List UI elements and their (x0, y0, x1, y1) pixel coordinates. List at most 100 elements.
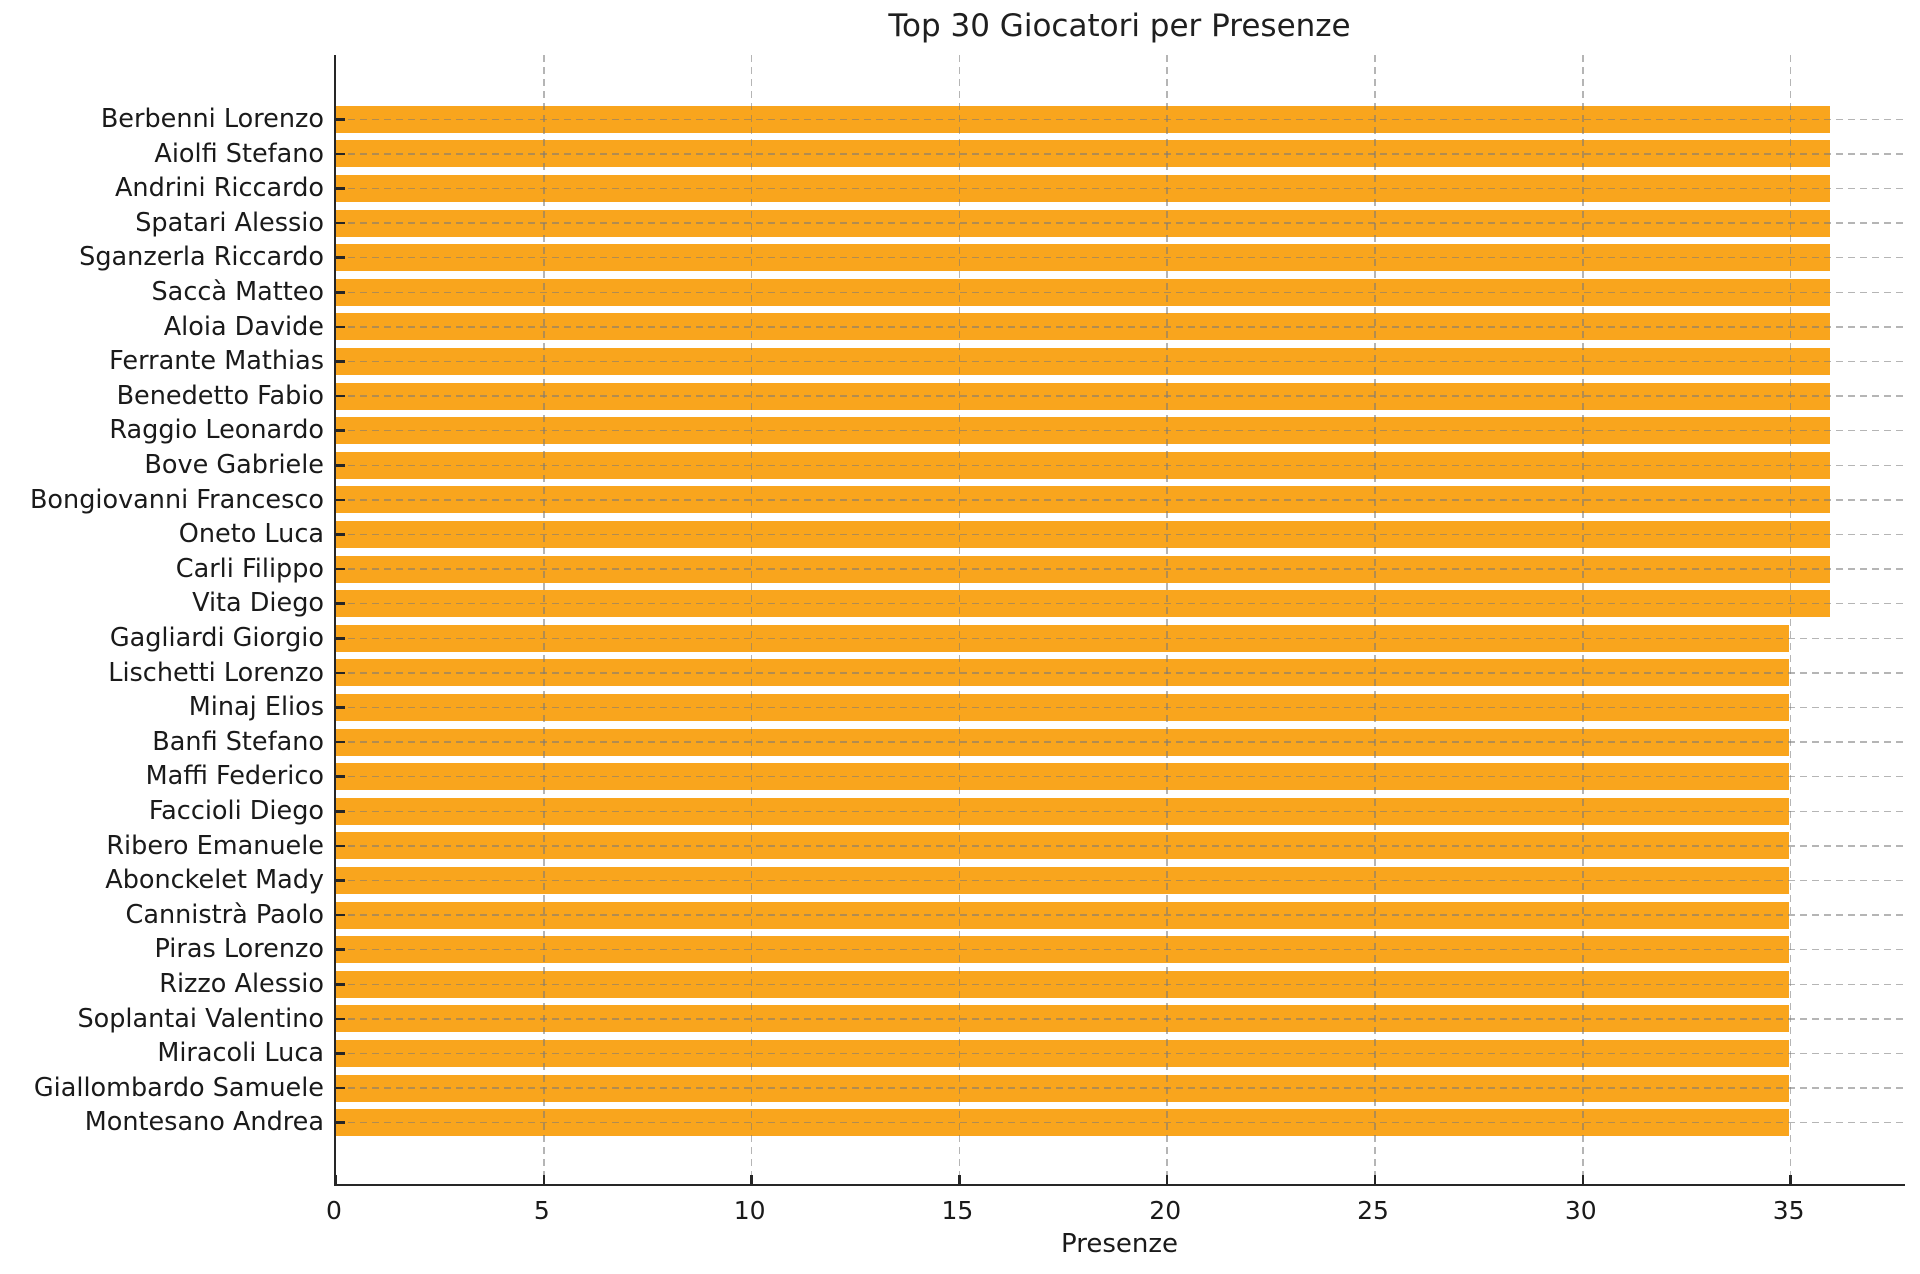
y-tick-label: Banfi Stefano (152, 726, 324, 757)
v-gridline (1789, 55, 1792, 1184)
y-tick-label: Aloia Davide (163, 311, 324, 342)
y-tick (336, 913, 345, 917)
h-gridline (336, 256, 1905, 259)
y-tick-label: Benedetto Fabio (116, 380, 324, 411)
x-tick (334, 1175, 338, 1184)
h-gridline (336, 464, 1905, 467)
x-tick-label: 0 (326, 1196, 342, 1225)
y-tick (336, 464, 345, 467)
y-tick (336, 498, 345, 502)
h-gridline (336, 775, 1905, 778)
h-gridline (336, 914, 1905, 916)
y-tick-label: Raggio Leonardo (109, 415, 324, 446)
h-gridline (336, 291, 1905, 294)
h-gridline (336, 222, 1905, 224)
h-gridline (336, 706, 1905, 709)
y-tick-label: Montesano Andrea (84, 1107, 324, 1138)
h-gridline (336, 118, 1905, 121)
h-gridline (336, 637, 1905, 640)
y-tick (336, 775, 345, 778)
y-tick (336, 533, 345, 536)
y-tick (336, 221, 345, 225)
h-gridline (336, 326, 1905, 328)
h-gridline (336, 1121, 1905, 1124)
v-gridline (1166, 55, 1168, 1184)
y-tick-label: Vita Diego (192, 588, 324, 619)
y-tick (336, 844, 345, 848)
v-gridline (1582, 55, 1584, 1184)
h-gridline (336, 499, 1905, 501)
x-tick-label: 5 (533, 1196, 550, 1225)
v-gridline (750, 55, 753, 1184)
y-tick (336, 256, 345, 259)
y-tick (336, 429, 345, 432)
v-gridline (543, 55, 545, 1184)
y-tick (336, 325, 345, 329)
y-tick-label: Piras Lorenzo (154, 934, 324, 965)
y-tick (336, 602, 345, 605)
h-gridline (336, 948, 1905, 951)
h-gridline (336, 1018, 1905, 1020)
y-tick (336, 1121, 345, 1124)
y-tick-label: Andrini Riccardo (114, 173, 324, 204)
x-tick (1581, 1175, 1585, 1184)
x-tick-label: 25 (1357, 1196, 1389, 1225)
y-tick (336, 1052, 345, 1055)
y-tick (336, 1017, 345, 1021)
x-tick-label: 35 (1772, 1196, 1805, 1225)
y-tick-label: Giallombardo Samuele (33, 1072, 324, 1103)
y-tick (336, 187, 345, 190)
x-tick (750, 1175, 753, 1184)
y-tick-label: Rizzo Alessio (159, 969, 324, 999)
h-gridline (336, 810, 1905, 813)
h-gridline (336, 741, 1905, 743)
y-tick (336, 637, 345, 640)
x-tick (542, 1175, 546, 1184)
y-tick (336, 740, 345, 744)
chart-title: Top 30 Giocatori per Presenze (888, 8, 1351, 44)
y-tick-label: Miracoli Luca (157, 1038, 324, 1069)
y-tick-label: Maffi Federico (145, 761, 324, 792)
y-tick (336, 671, 345, 675)
y-tick (336, 1086, 345, 1090)
y-tick-label: Abonckelet Mady (105, 865, 324, 896)
y-tick-label: Saccà Matteo (151, 277, 325, 307)
y-tick-label: Gagliardi Giorgio (109, 623, 324, 653)
x-tick-label: 20 (1149, 1196, 1182, 1225)
y-tick (336, 118, 345, 121)
y-tick (336, 810, 345, 813)
y-tick-label: Cannistrà Paolo (125, 899, 324, 930)
y-tick (336, 394, 345, 398)
y-tick (336, 983, 345, 986)
h-gridline (336, 879, 1905, 882)
y-tick-label: Lischetti Lorenzo (108, 657, 324, 688)
y-tick (336, 879, 345, 882)
h-gridline (336, 533, 1905, 536)
y-tick-label: Minaj Elios (188, 692, 324, 723)
y-axis-labels: Berbenni Lorenzo Aiolfi Stefano Andrini Ri… (0, 55, 324, 1186)
y-tick (336, 360, 345, 363)
h-gridline (336, 672, 1905, 674)
h-gridline (336, 983, 1905, 986)
y-tick-label: Aiolfi Stefano (154, 138, 324, 169)
x-axis-title: Presenze (1061, 1229, 1178, 1259)
x-tick (1373, 1175, 1377, 1184)
x-tick-label: 15 (941, 1196, 974, 1225)
y-tick (336, 948, 345, 951)
y-tick (336, 706, 345, 709)
y-tick (336, 152, 345, 156)
y-tick (336, 291, 345, 294)
h-gridline (336, 395, 1905, 397)
y-tick (336, 567, 345, 571)
y-tick-label: Bongiovanni Francesco (29, 484, 324, 515)
x-tick (1789, 1175, 1792, 1184)
h-gridline (336, 845, 1905, 847)
y-tick-label: Carli Filippo (175, 553, 324, 584)
y-tick-label: Ribero Emanuele (106, 830, 324, 861)
y-tick-label: Faccioli Diego (148, 796, 324, 826)
v-gridline (958, 55, 961, 1184)
h-gridline (336, 568, 1905, 570)
y-tick-label: Bove Gabriele (144, 450, 324, 480)
h-gridline (336, 1052, 1905, 1055)
y-tick-label: Sganzerla Riccardo (79, 242, 324, 273)
